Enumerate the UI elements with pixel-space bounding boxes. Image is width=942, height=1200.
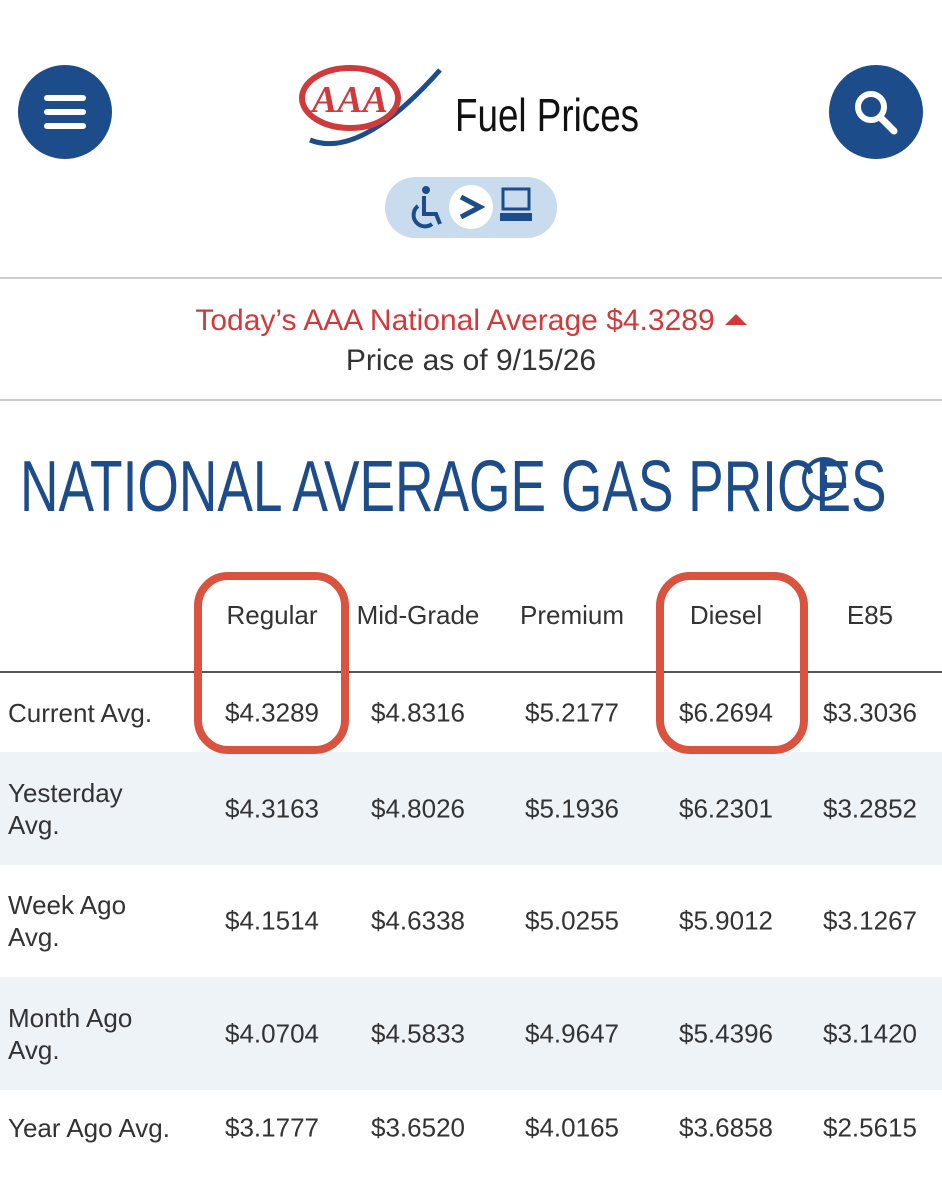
price-date: Price as of 9/15/26 — [345, 344, 597, 377]
price-cell: $5.2177 — [525, 697, 619, 727]
price-cell: $2.5615 — [823, 1112, 917, 1142]
header-graphics: AAA — [18, 65, 923, 238]
price-cell: $4.0704 — [225, 1018, 319, 1048]
page-title: Fuel Prices — [455, 89, 640, 141]
header-rule — [0, 671, 942, 673]
price-cell: $4.8316 — [371, 697, 465, 727]
table-row: Week Ago Avg. $4.1514 $4.6338 $5.0255 $5.901… — [0, 865, 942, 977]
price-cell: $3.6858 — [679, 1112, 773, 1142]
price-cell: $6.2694 — [679, 697, 773, 727]
aaa-logo: AAA — [299, 65, 442, 147]
table-row: Current Avg. $4.3289 $4.8316 $5.2177 $6.2694… — [0, 673, 942, 752]
row-label: Year Ago Avg. — [8, 1112, 170, 1143]
price-cell: $6.2301 — [679, 793, 773, 823]
trend-up-icon — [724, 314, 747, 325]
price-cell: $3.2852 — [823, 793, 917, 823]
price-cell: $5.1936 — [525, 793, 619, 823]
table-row: Month Ago Avg. $4.0704 $4.5833 $4.9647 $5.43… — [0, 977, 942, 1090]
section-title: NATIONAL AVERAGE GAS PRICES — [20, 447, 887, 527]
highlight-ring — [194, 572, 349, 754]
price-cell: $4.5833 — [371, 1018, 465, 1048]
row-label: Month Ago Avg. — [8, 1002, 133, 1065]
accessibility-badge[interactable] — [385, 177, 557, 238]
national-average: Today’s AAA National Average $4.3289 — [0, 304, 942, 338]
logo-text: AAA — [310, 79, 388, 121]
national-average-text: Today’s AAA National Average $4.3289 — [195, 304, 715, 337]
price-cell: $3.6520 — [371, 1112, 465, 1142]
price-table: Regular Mid-Grade Premium Diesel E85 Current … — [0, 560, 942, 1180]
table-row: Yesterday Avg. $4.3163 $4.8026 $5.1936 $6.23… — [0, 752, 942, 865]
table-row: Year Ago Avg. $3.1777 $3.6520 $4.0165 $3.685… — [0, 1090, 942, 1165]
column-header: E85 — [846, 600, 894, 630]
highlight-ring — [656, 572, 808, 754]
column-header: Regular — [226, 600, 318, 630]
row-label: Week Ago Avg. — [8, 890, 127, 952]
price-cell: $3.1777 — [225, 1112, 319, 1142]
column-header: Premium — [519, 600, 624, 630]
price-cell: $4.9647 — [525, 1018, 619, 1048]
price-cell: $3.1420 — [823, 1018, 917, 1048]
price-cell: $4.3289 — [225, 697, 319, 727]
divider — [0, 277, 942, 279]
price-cell: $5.4396 — [679, 1018, 773, 1048]
search-button[interactable] — [829, 65, 923, 159]
row-label: Yesterday Avg. — [8, 777, 123, 840]
price-cell: $5.0255 — [525, 905, 619, 936]
divider — [0, 399, 942, 401]
column-header: Diesel — [689, 600, 763, 630]
price-cell: $4.1514 — [225, 905, 319, 936]
info-icon[interactable] — [800, 455, 850, 505]
row-label: Current Avg. — [8, 697, 153, 728]
column-header: Mid-Grade — [356, 600, 480, 630]
price-cell: $4.8026 — [371, 793, 465, 823]
menu-button[interactable] — [18, 65, 112, 159]
price-cell: $4.6338 — [371, 905, 465, 936]
price-cell: $3.1267 — [823, 905, 917, 936]
price-cell: $4.3163 — [225, 793, 319, 823]
price-cell: $5.9012 — [679, 905, 773, 936]
price-cell: $4.0165 — [525, 1112, 619, 1142]
price-cell: $3.3036 — [823, 697, 917, 727]
